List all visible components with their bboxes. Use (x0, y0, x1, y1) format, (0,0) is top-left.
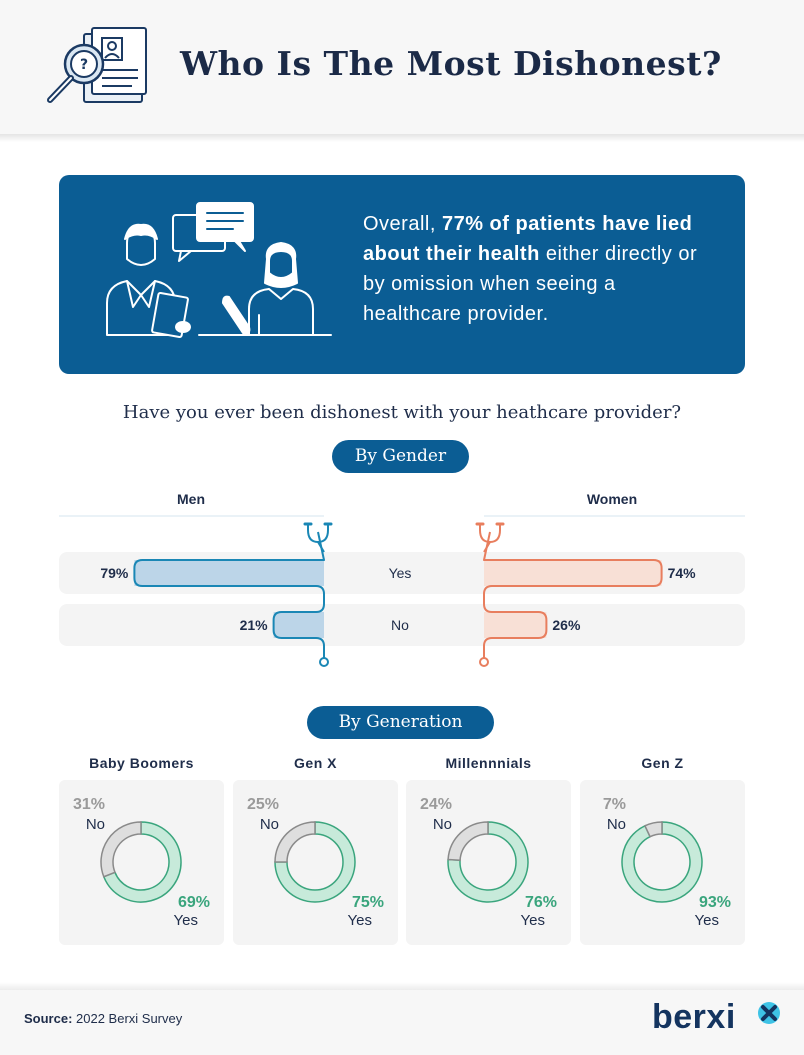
yes-percent: 76% (524, 894, 557, 911)
source-text: 2022 Berxi Survey (72, 1011, 183, 1026)
page-title: Who Is The Most Dishonest? (180, 44, 722, 83)
donut-slice-no (643, 821, 663, 838)
women-stethoscope-chestpiece-icon (479, 657, 489, 667)
no-label: No (259, 816, 279, 833)
yes-percent: 69% (177, 894, 210, 911)
source-label: Source: (24, 1011, 73, 1026)
gender-section-pill: By Gender (332, 440, 469, 473)
no-percent: 7% (602, 796, 626, 813)
gender-bar-chart: Men Women Yes No 79% 21% 74% 26% (59, 491, 745, 667)
yes-label: Yes (694, 912, 719, 929)
svg-text:?: ? (80, 57, 88, 73)
women-stethoscope-stem (483, 541, 491, 553)
category-label-no: No (391, 617, 409, 633)
donut-chart (447, 821, 529, 903)
yes-label: Yes (520, 912, 545, 929)
women-bar-yes (484, 560, 662, 586)
women-series-label: Women (587, 491, 637, 507)
donut-slice-yes (274, 821, 356, 903)
summary-text-part-2: either directly or by omission when seei… (363, 243, 698, 325)
men-stethoscope-chestpiece-icon (319, 657, 329, 667)
donut-slice-yes (447, 821, 529, 903)
men-stethoscope-tube (133, 531, 325, 658)
yes-label: Yes (173, 912, 198, 929)
donut-chart (100, 821, 182, 903)
summary-text-highlight: 77% of patients have lied about their he… (363, 213, 693, 265)
brand-logo: berxi (652, 998, 736, 1036)
women-bar-no (484, 612, 547, 638)
donut-slice-no (100, 821, 142, 878)
no-percent: 24% (419, 796, 452, 813)
no-label: No (432, 816, 452, 833)
header-divider (0, 134, 804, 142)
no-percent: 25% (246, 796, 279, 813)
no-label: No (85, 816, 105, 833)
donut-slice-no (447, 821, 489, 862)
gen-title-gen-x: Gen X (294, 755, 337, 771)
summary-text: Overall, 77% of patients have lied about… (363, 209, 713, 329)
men-stethoscope-stem (317, 541, 325, 553)
men-series-label: Men (177, 491, 205, 507)
gender-row-no (59, 604, 745, 646)
gen-title-baby-boomers: Baby Boomers (89, 755, 194, 771)
yes-percent: 93% (698, 894, 731, 911)
summary-banner: Overall, 77% of patients have lied about… (59, 175, 745, 374)
donut-slice-yes (621, 821, 703, 903)
men-bar-no (273, 612, 324, 638)
category-label-yes: Yes (389, 565, 412, 581)
donut-chart (621, 821, 703, 903)
gen-title-gen-z: Gen Z (641, 755, 684, 771)
men-value-label-yes: 79% (100, 565, 129, 581)
women-stethoscope-tube (483, 531, 663, 658)
yes-percent: 75% (351, 894, 384, 911)
gen-card-gen-x: 25% No 75% Yes (233, 780, 398, 945)
gen-card-baby-boomers: 31% No 69% Yes (59, 780, 224, 945)
brand-mark-icon (758, 1002, 780, 1024)
gen-card-gen-z: 7% No 93% Yes (580, 780, 745, 945)
survey-question: Have you ever been dishonest with your h… (122, 402, 682, 423)
gen-title-millennials: Millennnials (445, 755, 532, 771)
women-value-label-no: 26% (552, 617, 581, 633)
no-label: No (606, 816, 626, 833)
women-value-label-yes: 74% (668, 565, 697, 581)
generation-section-pill: By Generation (307, 706, 494, 739)
yes-label: Yes (347, 912, 372, 929)
men-value-label-no: 21% (240, 617, 269, 633)
footer-divider (0, 982, 804, 990)
donut-slice-no (274, 821, 316, 863)
magnifier-document-icon: ? (47, 27, 147, 103)
summary-text-part-1: Overall, (363, 213, 442, 235)
gen-card-millennials: 24% No 76% Yes (406, 780, 571, 945)
donut-slice-yes (102, 821, 182, 903)
men-bar-yes (134, 560, 324, 586)
source-note: Source: 2022 Berxi Survey (24, 1011, 182, 1026)
donut-chart (274, 821, 356, 903)
doctor-patient-icon (106, 202, 332, 338)
no-percent: 31% (72, 796, 105, 813)
footer (0, 990, 804, 1055)
